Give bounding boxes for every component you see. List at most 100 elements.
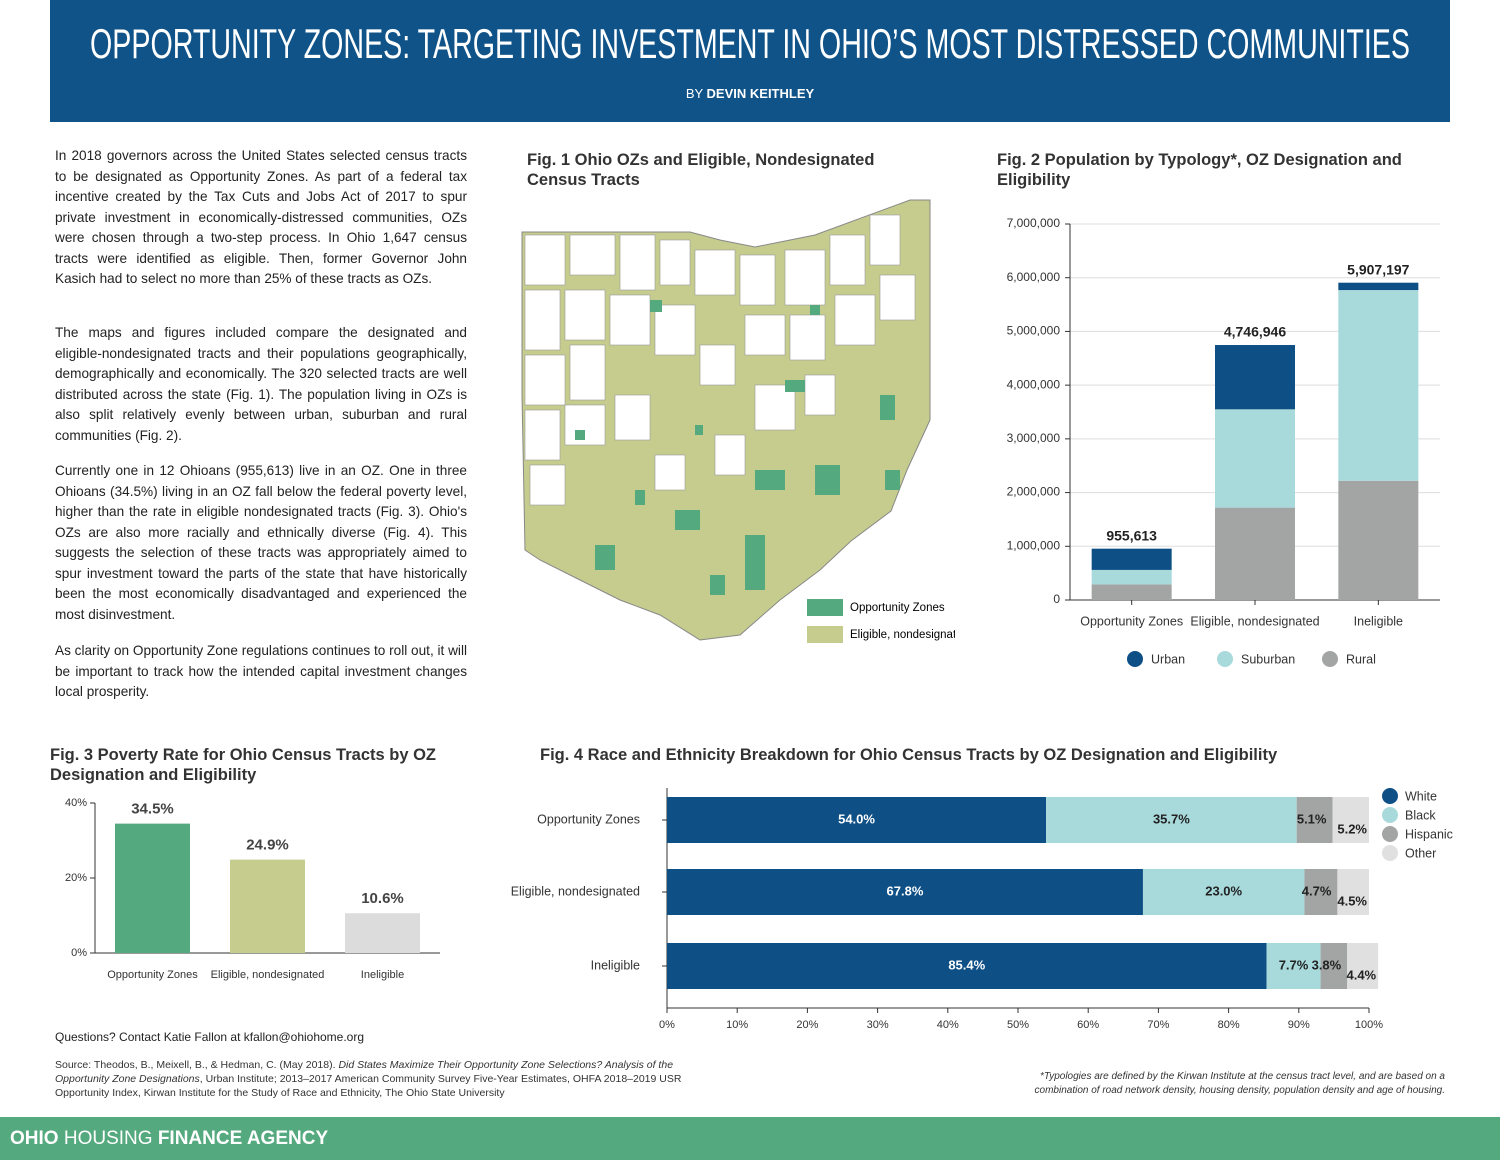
paragraph: The maps and figures included compare th…: [55, 325, 467, 443]
value-label: 24.9%: [246, 837, 289, 854]
bar-segment: [1091, 584, 1172, 600]
bar-segment: [1142, 869, 1305, 915]
x-tick-label: Opportunity Zones: [107, 969, 198, 981]
opportunity-zone-tracts: [575, 300, 900, 595]
footnote: *Typologies are defined by the Kirwan In…: [1034, 1071, 1445, 1096]
value-label: 54.0%: [838, 811, 875, 826]
source: Source: Theodos, B., Meixell, B., & Hedm…: [55, 1058, 695, 1100]
legend-marker: [1382, 826, 1398, 842]
x-tick-label: Ineligible: [1354, 614, 1403, 628]
x-tick-label: 90%: [1288, 1019, 1310, 1031]
y-tick-label: 20%: [65, 872, 87, 884]
chart: 0% 10% 20% 30% 40% 50% 60% 70% 80% 90% 100% Opportu…: [511, 788, 1453, 1031]
value-label: 5.1%: [1297, 811, 1327, 826]
bar-segment: [1046, 797, 1297, 843]
y-tick-label: 6,000,000: [1007, 270, 1061, 284]
x-tick-label: Ineligible: [361, 969, 404, 981]
total-label: 5,907,197: [1347, 261, 1409, 277]
y-tick-label: 5,000,000: [1007, 324, 1061, 338]
bar-segment: [1296, 797, 1333, 843]
legend-label: Black: [1405, 808, 1436, 822]
x-tick-label: 50%: [1007, 1019, 1029, 1031]
y-tick-label: 0%: [71, 947, 87, 959]
paragraph: In 2018 governors across the United Stat…: [55, 148, 467, 286]
source-title: Did States Maximize Their Opportunity Zo…: [55, 1059, 674, 1085]
y-tick-label: Ineligible: [591, 958, 640, 972]
bar-segment: [667, 869, 1143, 915]
legend-marker: [1382, 788, 1398, 804]
y-tick-label: Eligible, nondesignated: [511, 884, 640, 898]
value-label: 4.7%: [1302, 883, 1332, 898]
value-label: 85.4%: [948, 957, 985, 972]
byline: BY DEVIN KEITHLEY: [50, 86, 1450, 101]
bar: [345, 913, 420, 953]
bar-segment: [1215, 345, 1295, 410]
bar-segment: [1320, 943, 1348, 989]
value-label: 34.5%: [131, 801, 174, 818]
x-tick-label: 0%: [659, 1019, 675, 1031]
paragraph: As clarity on Opportunity Zone regulatio…: [55, 643, 467, 699]
bar-segment: [1347, 943, 1379, 989]
x-tick-label: 40%: [937, 1019, 959, 1031]
header: OPPORTUNITY ZONES: TARGETING INVESTMENT …: [90, 20, 1410, 67]
bar-segment: [1266, 943, 1321, 989]
legend-marker: [1127, 651, 1143, 667]
value-label: 23.0%: [1205, 883, 1242, 898]
value-label: 4.4%: [1346, 967, 1376, 982]
x-tick-label: 30%: [867, 1019, 889, 1031]
map: Opportunity Zones Eligible, nondesignate…: [521, 199, 955, 643]
author: DEVIN KEITHLEY: [706, 86, 815, 101]
header-band: OPPORTUNITY ZONES: TARGETING INVESTMENT …: [50, 0, 1450, 122]
chart-title: Fig. 2 Population by Typology*, OZ Desig…: [997, 151, 1402, 189]
bar-segment: [1332, 797, 1369, 843]
paragraph: Currently one in 12 Ohioans (955,613) li…: [55, 463, 467, 622]
legend-marker: [1217, 651, 1233, 667]
legend-label: Other: [1405, 846, 1436, 860]
legend-label: Urban: [1151, 652, 1185, 666]
y-tick-label: 2,000,000: [1007, 485, 1061, 499]
bar-segment: [1304, 869, 1338, 915]
y-tick-label: Opportunity Zones: [537, 812, 640, 826]
bar-segment: [1215, 409, 1295, 508]
bar-segment: [1215, 507, 1295, 600]
source-rest: , Urban Institute; 2013–2017 American Co…: [55, 1073, 682, 1099]
y-tick-label: 1,000,000: [1007, 538, 1061, 552]
brand: FINANCE AGENCY: [157, 1128, 329, 1149]
source-lead: Source: Theodos, B., Meixell, B., & Hedm…: [55, 1059, 336, 1071]
y-tick-label: 40%: [65, 797, 87, 809]
value-label: 3.8%: [1312, 957, 1342, 972]
total-label: 955,613: [1106, 527, 1157, 543]
y-tick-label: 7,000,000: [1007, 216, 1061, 230]
byline-prefix: BY: [685, 86, 703, 101]
brand: OHIO: [10, 1128, 59, 1149]
x-tick-label: 60%: [1077, 1019, 1099, 1031]
bar: [230, 859, 305, 953]
legend-marker: [1382, 807, 1398, 823]
contact: Questions? Contact Katie Fallon at kfall…: [55, 1030, 365, 1044]
value-label: 10.6%: [361, 890, 404, 907]
legend-label: Opportunity Zones: [850, 602, 945, 614]
y-tick-label: 0: [1053, 592, 1060, 606]
ineligible-tracts: [524, 214, 916, 506]
x-tick-label: 10%: [726, 1019, 748, 1031]
bar-segment: [667, 797, 1047, 843]
legend-swatch: [807, 626, 843, 643]
total-label: 4,746,946: [1224, 324, 1286, 340]
x-tick-label: Opportunity Zones: [1080, 614, 1183, 628]
bar-segment: [1338, 290, 1419, 481]
chart: 0 1,000,000 2,000,000 3,000,000 4,000,000 5,0…: [1007, 216, 1440, 667]
legend-label: White: [1405, 789, 1437, 803]
bar-segment: [1091, 548, 1172, 570]
bar-segment: [667, 943, 1267, 989]
legend-label: Hispanic: [1405, 827, 1453, 841]
chart: 0% 20% 40% 34.5% Opportunity Zones 24.9% Eligi…: [65, 797, 440, 981]
y-tick-label: 4,000,000: [1007, 377, 1061, 391]
x-tick-label: 20%: [796, 1019, 818, 1031]
x-tick-label: 70%: [1147, 1019, 1169, 1031]
page-title: OPPORTUNITY ZONES: TARGETING INVESTMENT …: [90, 20, 1410, 67]
footer: OHIO HOUSING FINANCE AGENCY: [0, 1117, 1500, 1160]
legend-swatch: [807, 599, 843, 616]
legend-label: Suburban: [1241, 652, 1295, 666]
chart-title: Fig. 4 Race and Ethnicity Breakdown for …: [540, 746, 1278, 764]
